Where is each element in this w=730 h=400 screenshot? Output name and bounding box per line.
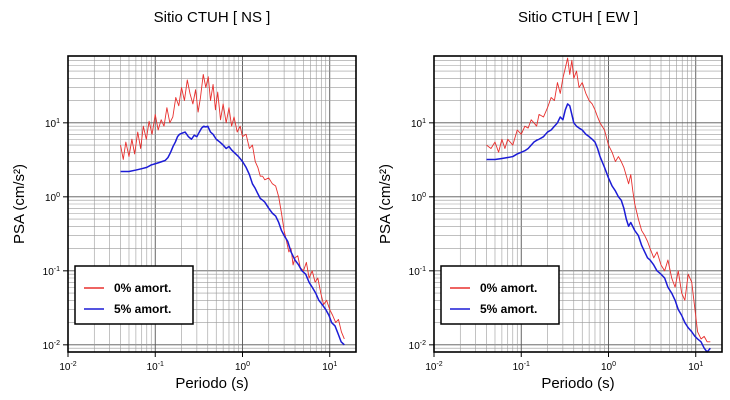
series-line-0pct	[486, 57, 711, 343]
grid-ew	[433, 55, 723, 353]
series-ns	[120, 74, 345, 346]
legend-label-0pct-ns: 0% amort.	[114, 281, 171, 295]
y-tick-label: 101	[411, 118, 426, 130]
y-tick-label: 100	[45, 192, 60, 204]
y-tick-label: 10-2	[409, 340, 426, 352]
ticks-ew: 10-2 10-1 100 101 10-2 10-1 100 101	[409, 118, 704, 373]
x-tick-label: 10-2	[425, 361, 442, 373]
ticks-ns: 10-2 10-1 100 101 10-2 10-1 100 101	[43, 118, 338, 373]
series-line-5pct	[486, 103, 711, 353]
panel-ew: Sitio CTUH [ EW ] 10-2 10-1 100 101 10-2 10-1…	[377, 9, 723, 392]
y-tick-label: 10-1	[43, 266, 60, 278]
y-tick-label: 10-1	[409, 266, 426, 278]
x-tick-label: 10-1	[513, 361, 530, 373]
legend-box-ew	[440, 265, 560, 325]
x-axis-label-ew: Periodo (s)	[541, 375, 614, 392]
plot-frame-ew	[433, 55, 723, 353]
y-axis-label-ew: PSA (cm/s²)	[377, 164, 394, 244]
x-tick-label: 10-1	[147, 361, 164, 373]
x-axis-label-ns: Periodo (s)	[175, 375, 248, 392]
legend-ew: 0% amort. 5% amort.	[440, 265, 560, 325]
y-axis-label-ns: PSA (cm/s²)	[11, 164, 28, 244]
x-tick-label: 101	[688, 361, 703, 373]
x-tick-label: 10-2	[59, 361, 76, 373]
legend-ns: 0% amort. 5% amort.	[74, 265, 194, 325]
panel-ns: Sitio CTUH [ NS ] 10-2 10-1 100 101 10-2 10-1…	[11, 9, 357, 392]
legend-box-ns	[74, 265, 194, 325]
series-line-5pct	[120, 125, 345, 346]
chart-title-ew: Sitio CTUH [ EW ]	[518, 9, 638, 26]
chart-title-ns: Sitio CTUH [ NS ]	[154, 9, 271, 26]
x-tick-label: 100	[601, 361, 616, 373]
legend-label-5pct-ns: 5% amort.	[114, 302, 171, 316]
y-tick-label: 10-2	[43, 340, 60, 352]
x-tick-label: 100	[235, 361, 250, 373]
legend-label-0pct-ew: 0% amort.	[480, 281, 537, 295]
legend-label-5pct-ew: 5% amort.	[480, 302, 537, 316]
series-line-0pct	[120, 74, 345, 340]
series-ew	[486, 57, 711, 353]
y-tick-label: 101	[45, 118, 60, 130]
y-tick-label: 100	[411, 192, 426, 204]
x-tick-label: 101	[322, 361, 337, 373]
plot-frame-ns	[67, 55, 357, 353]
